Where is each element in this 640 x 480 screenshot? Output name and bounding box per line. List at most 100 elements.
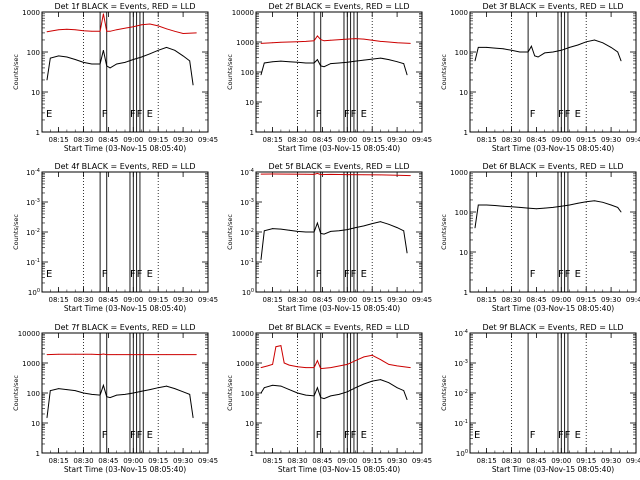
flag-label: F xyxy=(102,430,108,441)
data-point xyxy=(330,39,332,41)
data-point xyxy=(58,29,59,31)
series-line xyxy=(260,221,408,260)
y-tick-label: 1000 xyxy=(450,169,468,177)
x-tick-label: 08:15 xyxy=(49,457,69,465)
data-point xyxy=(99,30,101,32)
data-point xyxy=(74,29,76,31)
data-point xyxy=(288,389,290,390)
y-tick-label: 10 xyxy=(31,420,40,428)
flag-label: F xyxy=(558,269,564,280)
x-tick-label: 09:30 xyxy=(601,457,621,465)
flag-label: F xyxy=(530,430,536,441)
panel-1: Det 1f BLACK = Events, RED = LLD 1 10 100 10… xyxy=(12,2,218,153)
series-line xyxy=(46,353,197,356)
flag-label: E xyxy=(361,430,367,441)
data-point xyxy=(531,45,532,47)
y-tick-label: 10 xyxy=(245,99,254,107)
y-axis-label: Counts/sec xyxy=(440,375,448,411)
data-point xyxy=(272,384,273,386)
flag-label: E xyxy=(147,109,153,120)
data-point xyxy=(132,26,134,28)
data-point xyxy=(320,65,322,67)
data-point xyxy=(83,30,84,32)
panel-title: Det 6f BLACK = Events, RED = LLD xyxy=(482,162,623,171)
data-point xyxy=(396,365,398,367)
data-point xyxy=(317,59,318,60)
data-point xyxy=(363,356,365,358)
x-axis-label: Start Time (03-Nov-15 08:05:40) xyxy=(492,144,614,153)
data-point xyxy=(91,393,93,395)
data-point xyxy=(103,353,104,355)
data-point xyxy=(320,232,322,234)
data-point xyxy=(174,49,176,51)
series-line xyxy=(46,46,194,86)
y-tick-label: 10-1 xyxy=(240,258,254,267)
x-tick-label: 09:30 xyxy=(601,136,621,144)
data-point xyxy=(380,174,381,176)
data-point xyxy=(74,59,76,60)
x-tick-label: 09:30 xyxy=(601,296,621,304)
flag-label: F xyxy=(137,430,143,441)
y-tick-label: 1 xyxy=(464,289,468,297)
y-tick-label: 10-1 xyxy=(454,419,468,428)
data-point xyxy=(620,211,622,213)
data-point xyxy=(124,393,126,395)
data-point xyxy=(474,60,476,62)
series-line xyxy=(260,57,408,76)
data-point xyxy=(320,174,322,175)
data-point xyxy=(346,61,348,63)
data-point xyxy=(569,47,570,48)
flag-label: E xyxy=(361,109,367,120)
x-tick-label: 09:30 xyxy=(173,457,193,465)
x-tick-label: 09:30 xyxy=(387,457,407,465)
data-point xyxy=(346,363,348,365)
x-tick-label: 08:30 xyxy=(501,296,521,304)
flag-label: F xyxy=(137,269,143,280)
data-point xyxy=(272,173,273,175)
data-point xyxy=(280,345,282,347)
data-point xyxy=(192,84,194,86)
data-point xyxy=(610,47,612,48)
data-point xyxy=(182,55,184,57)
data-point xyxy=(166,385,167,387)
data-point xyxy=(260,42,262,44)
x-tick-label: 08:45 xyxy=(312,136,332,144)
data-point xyxy=(323,40,325,42)
data-point xyxy=(297,366,298,368)
data-point xyxy=(280,385,282,387)
x-tick-label: 09:00 xyxy=(123,136,143,144)
data-point xyxy=(317,172,318,174)
plot-frame xyxy=(469,11,637,133)
x-tick-label: 08:15 xyxy=(49,136,69,144)
y-tick-label: 1 xyxy=(36,450,40,458)
plot-frame xyxy=(469,171,637,293)
y-tick-label: 1 xyxy=(250,129,254,137)
data-point xyxy=(330,367,332,369)
data-point xyxy=(157,49,159,51)
series-line xyxy=(474,200,622,228)
data-point xyxy=(474,227,476,229)
data-point xyxy=(99,394,101,396)
data-point xyxy=(313,62,315,64)
data-point xyxy=(149,354,151,356)
data-point xyxy=(305,367,307,369)
data-point xyxy=(602,42,604,44)
data-point xyxy=(141,390,143,392)
x-tick-label: 08:15 xyxy=(477,296,497,304)
y-tick-label: 1000 xyxy=(22,9,40,17)
data-point xyxy=(189,393,191,395)
panel-7: Det 7f BLACK = Events, RED = LLD 1 10 100 10… xyxy=(12,323,218,474)
y-tick-label: 10-4 xyxy=(454,329,468,338)
data-point xyxy=(103,384,104,386)
x-tick-label: 08:45 xyxy=(98,457,118,465)
x-tick-label: 09:45 xyxy=(198,457,218,465)
series-line xyxy=(260,345,411,370)
data-point xyxy=(83,392,84,394)
data-point xyxy=(106,65,108,67)
data-point xyxy=(371,223,373,225)
panel-title: Det 5f BLACK = Events, RED = LLD xyxy=(268,162,409,171)
data-point xyxy=(537,56,539,58)
data-point xyxy=(527,207,529,209)
data-point xyxy=(149,53,151,55)
y-axis-label: Counts/sec xyxy=(12,214,20,250)
